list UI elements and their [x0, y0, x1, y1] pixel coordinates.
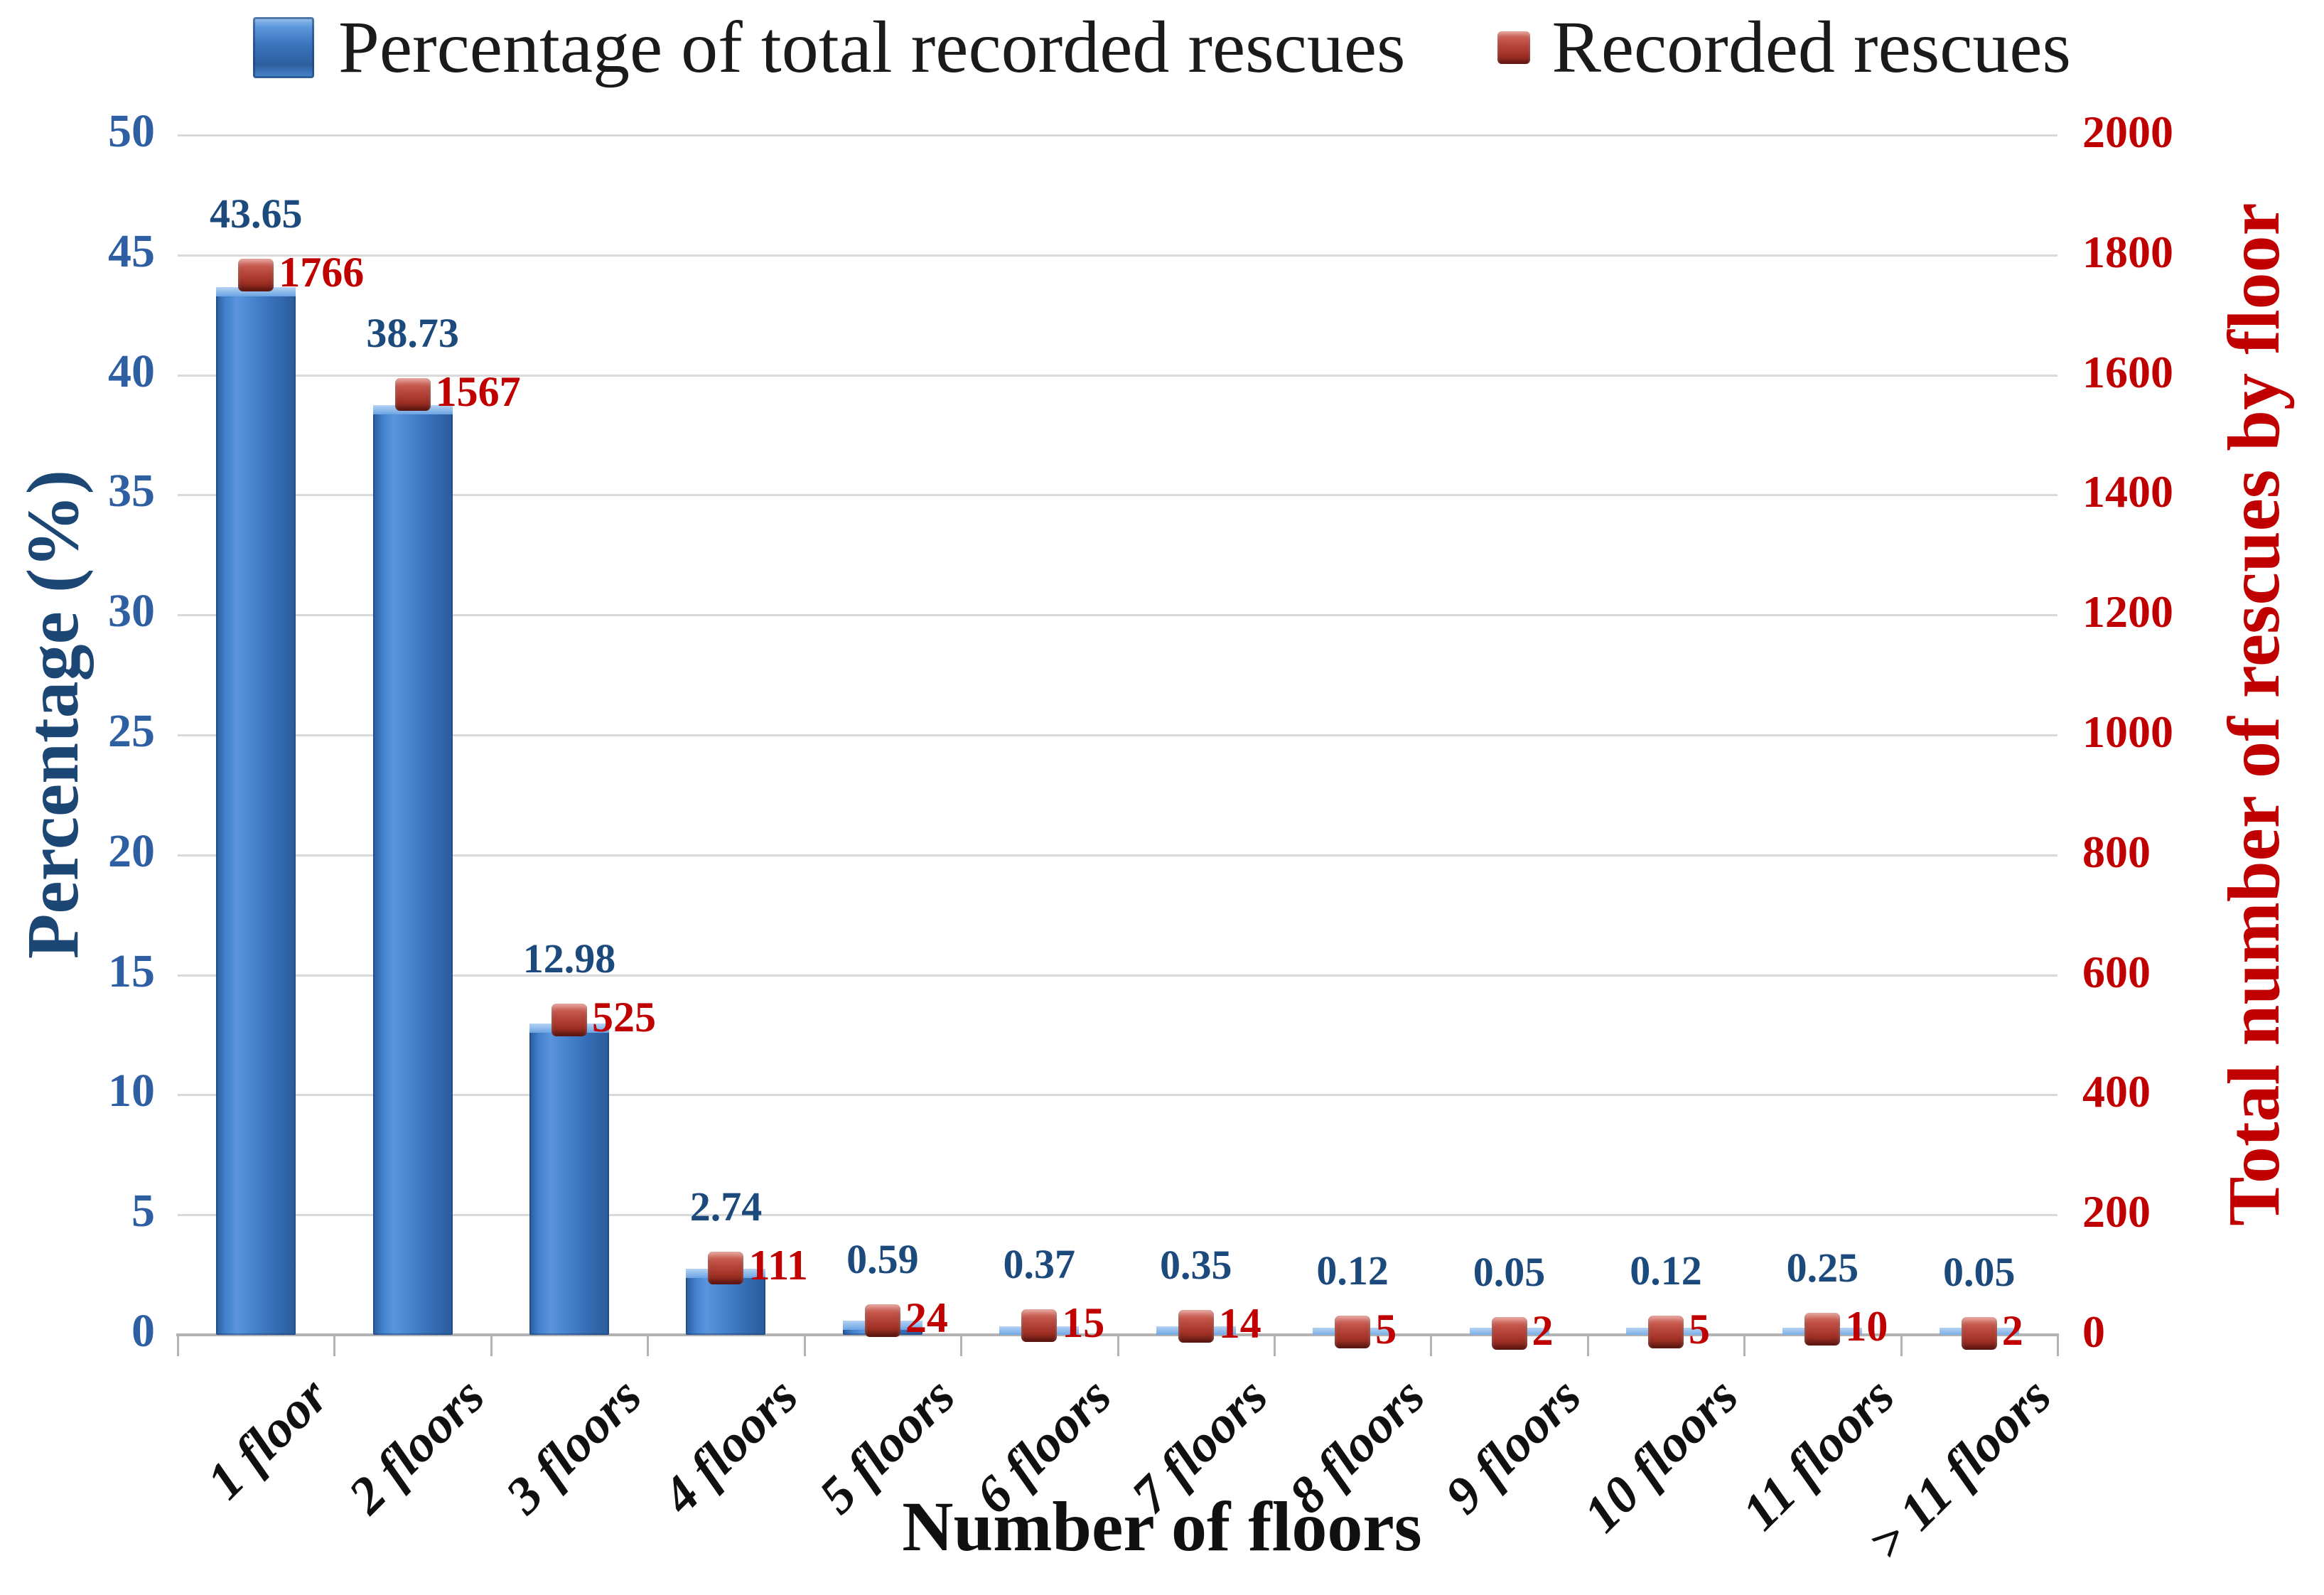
right-axis-tick-label: 0 [2082, 1306, 2105, 1357]
marker [1491, 1317, 1527, 1350]
marker-count-label: 10 [1845, 1302, 1888, 1350]
bar-percentage-label: 0.35 [1159, 1242, 1232, 1289]
bar-percentage-label: 2.74 [689, 1183, 763, 1230]
marker-count-label: 1567 [435, 368, 521, 416]
marker-count-label: 2 [1532, 1307, 1554, 1355]
gridline [178, 974, 2057, 977]
marker [1804, 1312, 1841, 1346]
left-axis-tick-label: 50 [108, 105, 155, 157]
marker [238, 259, 274, 292]
bar-percentage-label: 43.65 [209, 190, 303, 237]
left-axis-tick-label: 0 [131, 1305, 155, 1357]
x-axis-tick [1586, 1335, 1589, 1356]
bar-percentage-label: 0.12 [1630, 1247, 1702, 1294]
marker-count-label: 525 [592, 993, 657, 1041]
bar-percentage-label: 38.73 [366, 310, 459, 357]
gridline [178, 374, 2057, 377]
left-axis-tick-label: 10 [108, 1065, 155, 1117]
bar-percentage-label: 0.59 [846, 1235, 919, 1282]
marker-count-label: 111 [748, 1242, 808, 1289]
marker [1647, 1315, 1684, 1348]
gridline [178, 734, 2057, 736]
x-axis-tick [1900, 1335, 1903, 1356]
x-axis-category-label: 1 floor [195, 1367, 340, 1511]
x-axis-title: Number of floors [902, 1487, 1422, 1566]
left-axis-tick-label: 35 [108, 465, 155, 517]
legend-red-marker-swatch-icon [1497, 31, 1531, 64]
gridline [178, 614, 2057, 617]
marker [1178, 1310, 1214, 1343]
right-axis-tick-label: 400 [2082, 1066, 2151, 1117]
bar [529, 1023, 610, 1335]
marker-count-label: 24 [905, 1294, 948, 1341]
x-axis-tick [177, 1335, 179, 1356]
right-axis-tick-label: 600 [2082, 946, 2151, 997]
left-axis-tick-label: 25 [108, 705, 155, 757]
x-axis-tick [1430, 1335, 1433, 1356]
right-axis-tick-label: 1200 [2082, 586, 2173, 638]
bar-percentage-label: 0.25 [1786, 1244, 1859, 1291]
x-axis-tick [1117, 1335, 1119, 1356]
x-axis-tick [647, 1335, 650, 1356]
x-axis-tick [960, 1335, 963, 1356]
gridline [178, 494, 2057, 497]
right-axis-tick-label: 2000 [2082, 107, 2173, 157]
right-axis-tick-label: 1800 [2082, 226, 2173, 277]
marker [394, 378, 431, 412]
bar-percentage-label: 0.12 [1316, 1247, 1389, 1294]
legend-blue-bar-swatch-icon [253, 17, 314, 78]
left-axis-tick-label: 5 [131, 1185, 155, 1237]
chart-legend: Percentage of total recorded rescues Rec… [0, 1, 2324, 94]
left-axis-tick-label: 30 [108, 585, 155, 638]
left-axis-tick-label: 15 [108, 945, 155, 997]
gridline [178, 1094, 2057, 1097]
bar [216, 287, 296, 1335]
left-axis-tick-label: 40 [108, 345, 155, 397]
left-axis-tick-label: 20 [108, 825, 155, 877]
marker [708, 1252, 744, 1285]
right-axis-tick-label: 1000 [2082, 707, 2173, 757]
right-axis-title: Total number of rescues by floor [2213, 203, 2295, 1226]
bar-percentage-label: 0.05 [1943, 1249, 2016, 1296]
x-axis-tick [1273, 1335, 1276, 1356]
marker [552, 1003, 588, 1036]
marker-count-label: 5 [1375, 1305, 1397, 1353]
gridline [178, 134, 2057, 136]
x-axis-tick [490, 1335, 493, 1356]
x-axis-tick [2057, 1335, 2059, 1356]
right-axis-tick-label: 200 [2082, 1186, 2151, 1237]
x-axis-tick [333, 1335, 336, 1356]
x-axis-tick [1743, 1335, 1746, 1356]
right-axis-tick-label: 1600 [2082, 346, 2173, 397]
gridline [178, 854, 2057, 856]
x-axis-tick [803, 1335, 806, 1356]
bar-percentage-label: 0.37 [1003, 1241, 1076, 1288]
legend-label-percentage: Percentage of total recorded rescues [338, 6, 1406, 88]
bar [372, 405, 453, 1335]
bar-percentage-label: 12.98 [522, 935, 616, 982]
left-axis-tick-label: 45 [108, 225, 155, 277]
gridline [178, 1214, 2057, 1217]
marker [1021, 1309, 1058, 1343]
right-axis-tick-label: 1400 [2082, 466, 2173, 517]
marker-count-label: 14 [1218, 1300, 1261, 1348]
marker-count-label: 15 [1062, 1299, 1105, 1347]
marker-count-label: 5 [1688, 1305, 1710, 1353]
gridline [178, 254, 2057, 257]
right-axis-tick-label: 800 [2082, 826, 2151, 877]
marker [1961, 1317, 1997, 1350]
bar-percentage-label: 0.05 [1473, 1249, 1546, 1296]
marker-count-label: 2 [2001, 1307, 2023, 1355]
legend-label-recorded-rescues: Recorded rescues [1551, 6, 2071, 88]
marker [1335, 1315, 1371, 1348]
marker [864, 1304, 900, 1337]
marker-count-label: 1766 [279, 249, 365, 296]
